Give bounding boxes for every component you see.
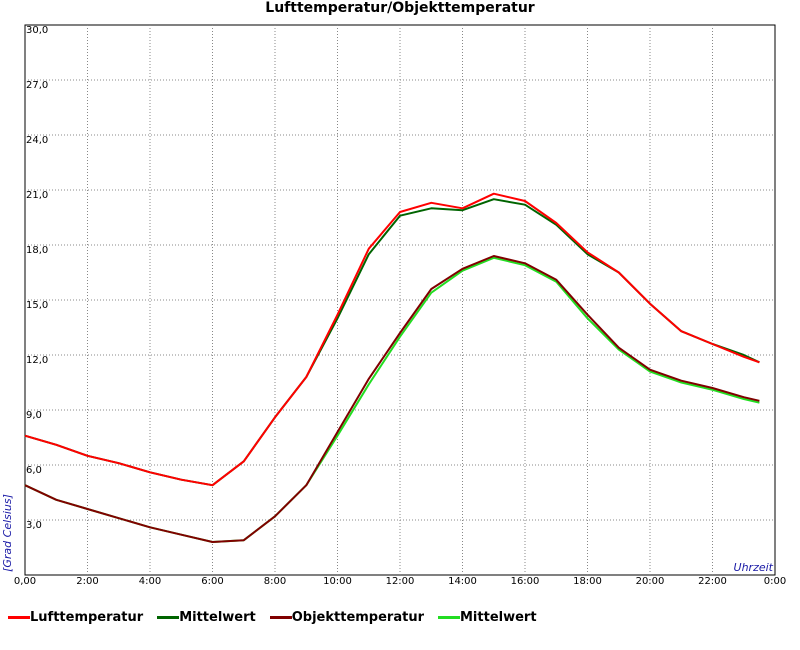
series-line-2 [24, 255, 760, 543]
y-tick-label: 12,0 [26, 355, 48, 366]
legend-label: Objekttemperatur [291, 609, 424, 625]
legend-label: Lufttemperatur [30, 609, 144, 625]
series-line-1 [24, 198, 760, 487]
legend-label: Mittelwert [179, 609, 256, 625]
y-tick-label: 21,0 [26, 190, 48, 201]
line-chart: 0,00 2:00 4:00 6:00 8:00 10:00 12:00 14:00 16:00… [1, 24, 786, 587]
x-tick-label: 16:00 [511, 576, 540, 587]
x-tick-label: 12:00 [386, 576, 415, 587]
x-tick-label: 10:00 [323, 576, 352, 587]
y-tick-label: 9,0 [26, 410, 42, 421]
chart-title: Lufttemperatur/Objekttemperatur [265, 0, 535, 16]
legend-swatch [438, 615, 460, 619]
legend-swatch [8, 615, 30, 619]
y-tick-label: 27,0 [26, 80, 48, 91]
x-tick-label: 0:00 [764, 576, 786, 587]
y-tick-label: 30,0 [26, 25, 48, 36]
x-tick-label: 8:00 [264, 576, 286, 587]
y-tick-label: 15,0 [26, 300, 48, 311]
x-tick-label: 0,00 [14, 576, 36, 587]
x-tick-label: 14:00 [448, 576, 477, 587]
y-tick-label: 18,0 [26, 245, 48, 256]
legend-swatch [157, 615, 180, 619]
legend: Lufttemperatur Mittelwert Objekttemperatur… [8, 607, 551, 627]
y-tick-label: 3,0 [26, 520, 42, 531]
x-axis-title: Uhrzeit [734, 561, 774, 574]
x-tick-label: 2:00 [76, 576, 98, 587]
legend-label: Mittelwert [460, 609, 537, 625]
legend-item: Mittelwert [438, 610, 537, 625]
x-tick-label: 18:00 [573, 576, 602, 587]
legend-swatch [269, 615, 292, 619]
series-line-0 [24, 192, 760, 487]
x-tick-label: 6:00 [201, 576, 223, 587]
y-axis-title: [Grad Celsius] [1, 494, 14, 572]
legend-item: Objekttemperatur [269, 609, 424, 625]
x-tick-label: 4:00 [139, 576, 161, 587]
legend-item: Lufttemperatur [8, 610, 143, 625]
y-tick-label: 24,0 [26, 135, 48, 146]
legend-item: Mittelwert [157, 610, 256, 625]
x-tick-label: 22:00 [698, 576, 727, 587]
x-tick-label: 20:00 [636, 576, 665, 587]
y-tick-label: 6,0 [26, 465, 42, 476]
